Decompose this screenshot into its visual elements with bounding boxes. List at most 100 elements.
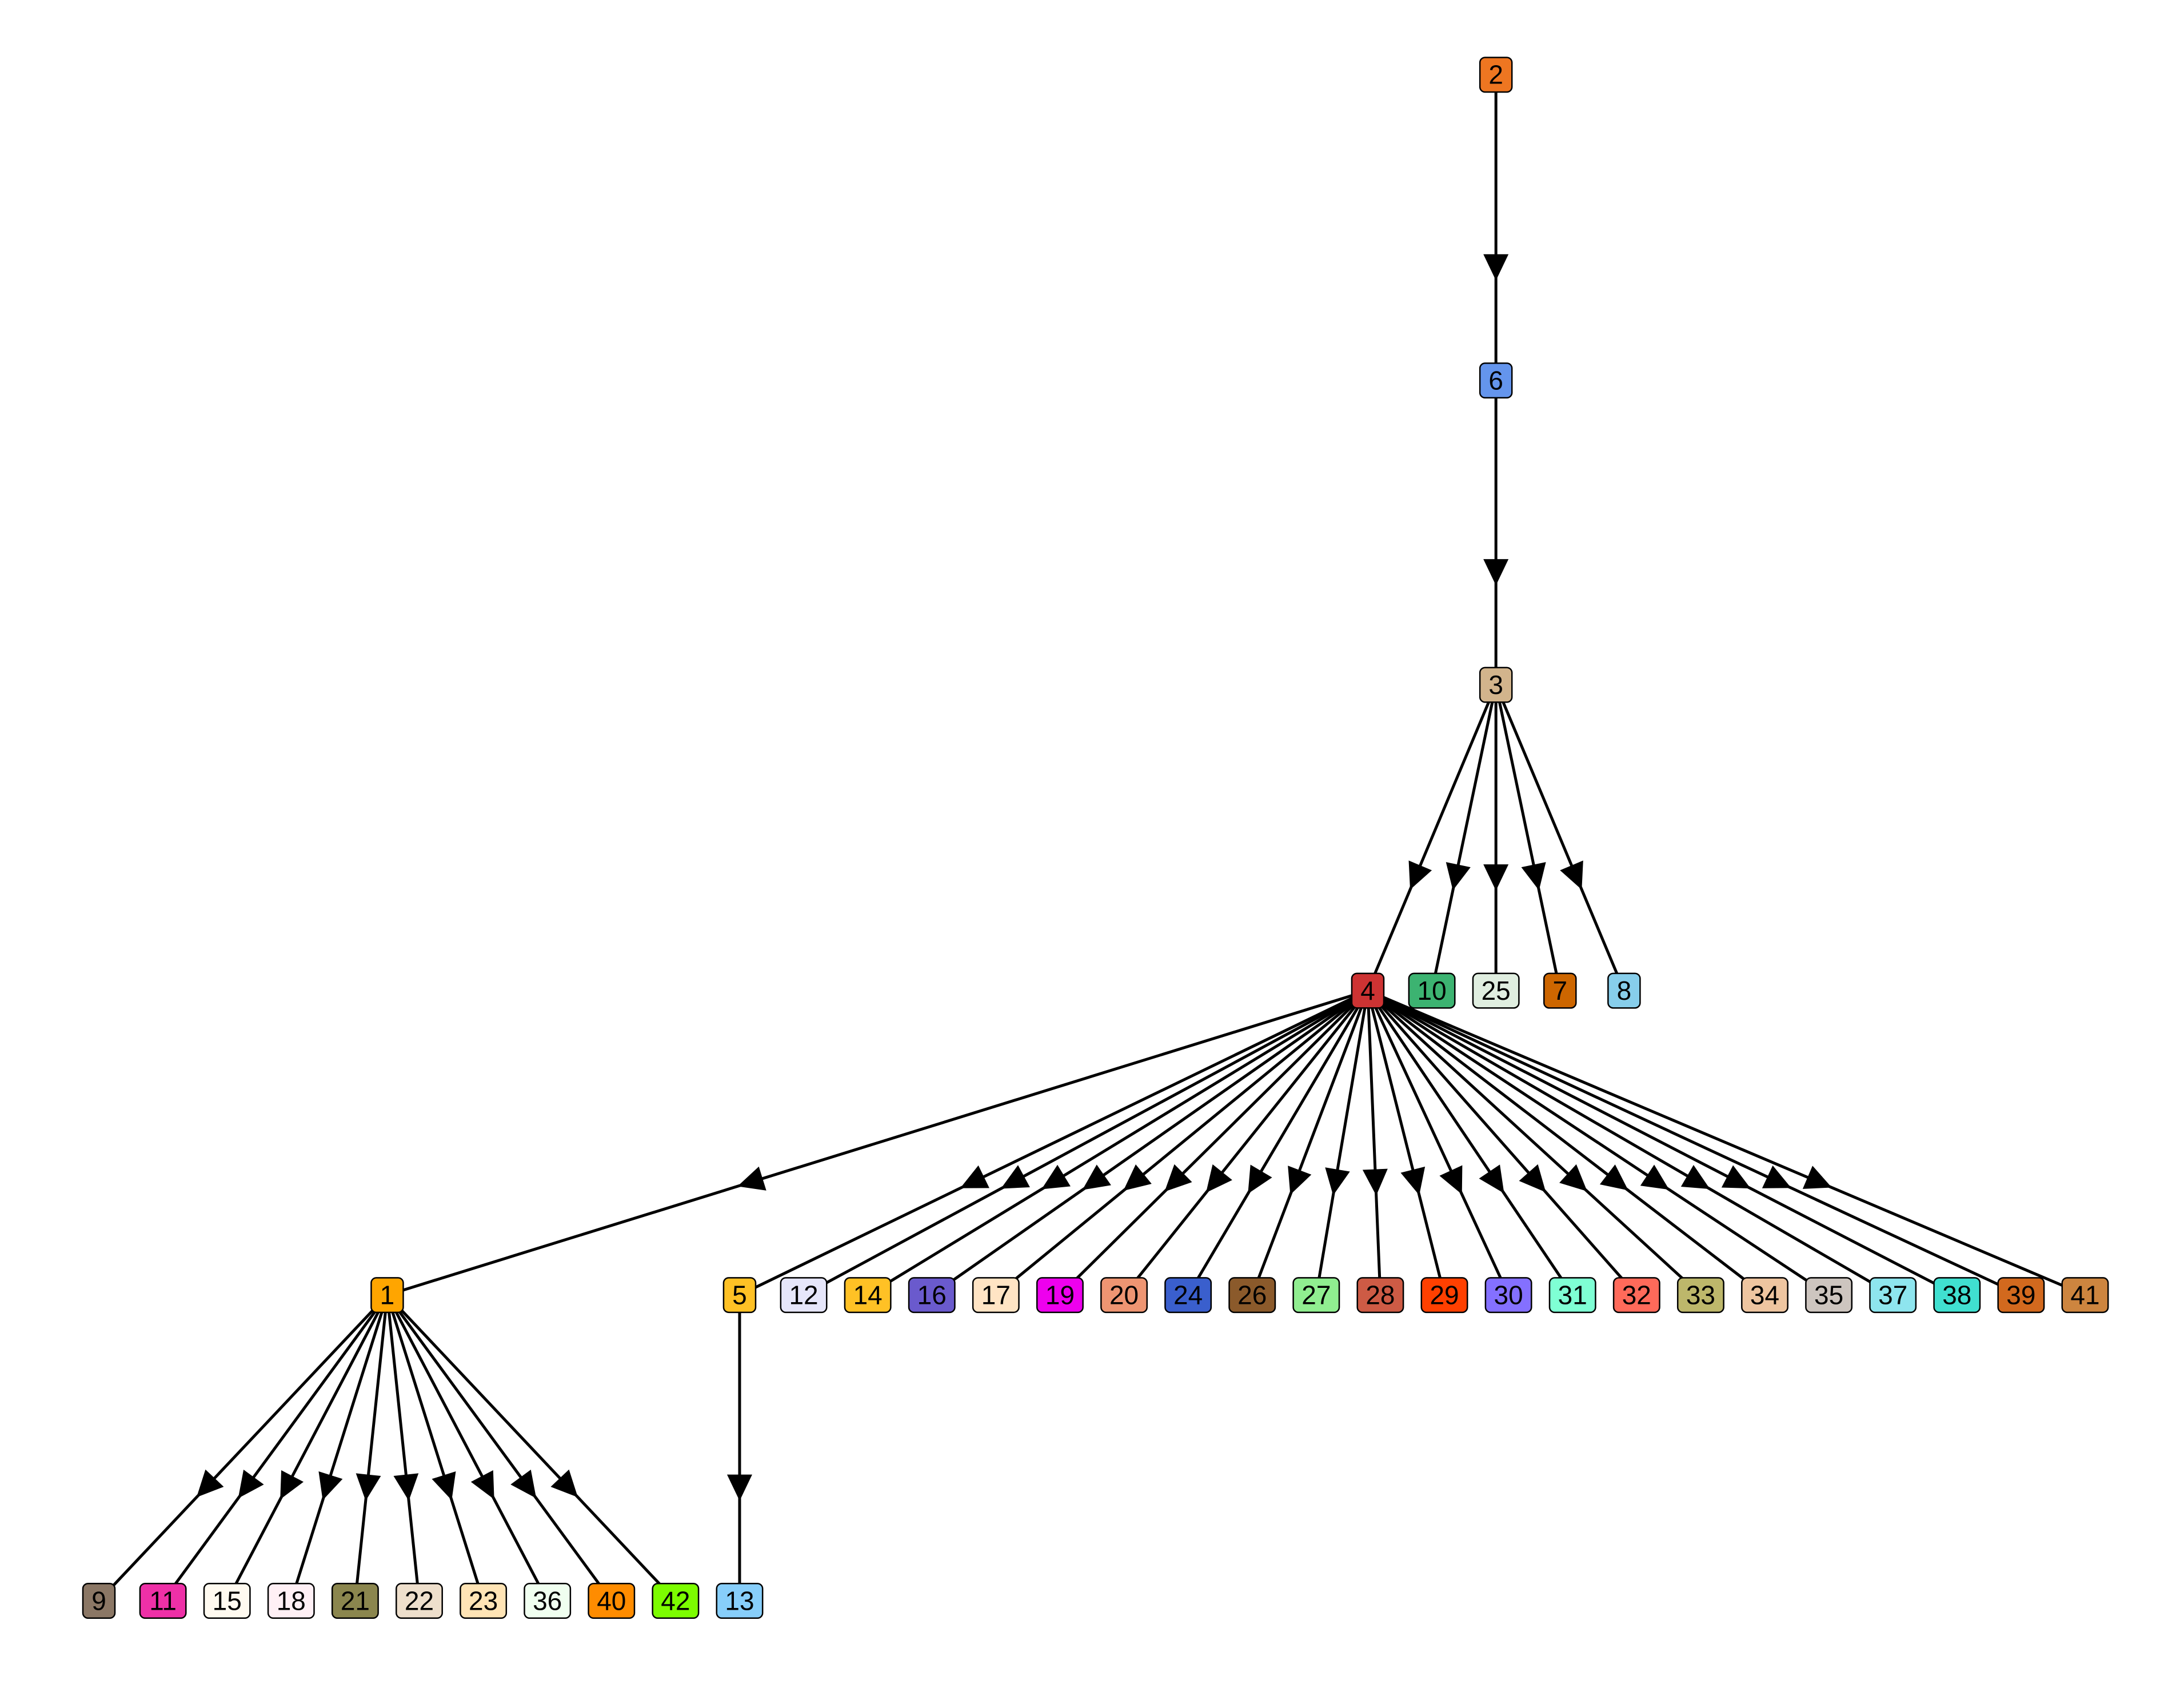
arrowhead-4-19: [1164, 1164, 1192, 1192]
node-label-8: 8: [1617, 976, 1632, 1005]
edge-4-14: [867, 989, 1369, 1296]
node-box-8: [1607, 972, 1641, 1009]
arrowhead-4-37: [1680, 1164, 1710, 1190]
arrowhead-3-7: [1521, 862, 1546, 891]
arrowhead-1-9: [196, 1469, 224, 1498]
edge-1-42: [386, 1294, 677, 1602]
node-label-22: 22: [405, 1586, 434, 1616]
node-label-19: 19: [1045, 1280, 1075, 1310]
edge-4-34: [1367, 989, 1766, 1296]
node-box-16: [908, 1277, 956, 1314]
node-29: 29: [1420, 1277, 1468, 1314]
node-box-29: [1420, 1277, 1468, 1314]
node-label-33: 33: [1686, 1280, 1715, 1310]
node-box-41: [2061, 1277, 2109, 1314]
edges-layer: [98, 74, 2086, 1602]
node-label-17: 17: [981, 1280, 1011, 1310]
node-42: 42: [652, 1583, 700, 1619]
arrowhead-4-35: [1640, 1164, 1670, 1190]
arrowhead-3-10: [1446, 862, 1471, 891]
node-label-37: 37: [1878, 1280, 1907, 1310]
arrowhead-4-17: [1123, 1164, 1152, 1191]
edge-1-22: [385, 1295, 421, 1601]
edge-4-30: [1366, 990, 1510, 1296]
arrowhead-4-12: [1000, 1165, 1030, 1189]
node-box-32: [1612, 1277, 1660, 1314]
node-box-2: [1479, 57, 1513, 93]
node-label-4: 4: [1360, 976, 1375, 1005]
arrowhead-1-36: [470, 1470, 494, 1499]
edge-4-31: [1366, 989, 1574, 1296]
node-label-15: 15: [213, 1586, 242, 1616]
node-label-40: 40: [597, 1586, 626, 1616]
node-box-19: [1036, 1277, 1084, 1314]
edge-1-23: [386, 1294, 485, 1602]
node-box-6: [1479, 362, 1513, 399]
node-27: 27: [1292, 1277, 1340, 1314]
edge-4-17: [995, 989, 1369, 1296]
edge-4-20: [1123, 989, 1369, 1296]
edge-4-38: [1367, 989, 1958, 1296]
node-8: 8: [1607, 972, 1641, 1009]
node-box-14: [844, 1277, 892, 1314]
arrowhead-1-18: [318, 1471, 343, 1501]
node-label-10: 10: [1418, 976, 1447, 1005]
arrowhead-3-8: [1560, 860, 1583, 890]
node-box-30: [1484, 1277, 1532, 1314]
node-32: 32: [1612, 1277, 1660, 1314]
edge-1-21: [353, 1295, 389, 1601]
node-34: 34: [1741, 1277, 1788, 1314]
node-label-3: 3: [1488, 670, 1503, 700]
edge-3-8: [1494, 684, 1626, 992]
arrowhead-4-34: [1599, 1164, 1628, 1191]
node-box-13: [716, 1583, 764, 1619]
node-box-7: [1543, 972, 1577, 1009]
node-15: 15: [203, 1583, 251, 1619]
node-label-35: 35: [1814, 1280, 1843, 1310]
edge-1-15: [225, 1294, 389, 1602]
node-label-20: 20: [1109, 1280, 1139, 1310]
node-33: 33: [1676, 1277, 1724, 1314]
arrowhead-5-13: [726, 1474, 752, 1501]
node-7: 7: [1543, 972, 1577, 1009]
node-2: 2: [1479, 57, 1513, 93]
edge-4-16: [931, 989, 1369, 1296]
arrowhead-4-16: [1082, 1164, 1111, 1190]
node-label-7: 7: [1552, 976, 1567, 1005]
node-18: 18: [267, 1583, 315, 1619]
edge-3-10: [1430, 684, 1498, 991]
edge-1-40: [386, 1294, 613, 1602]
node-28: 28: [1356, 1277, 1404, 1314]
node-box-31: [1548, 1277, 1596, 1314]
node-box-23: [460, 1583, 508, 1619]
node-label-27: 27: [1301, 1280, 1331, 1310]
arrowhead-6-3: [1483, 559, 1509, 586]
node-box-24: [1164, 1277, 1212, 1314]
node-box-3: [1479, 667, 1513, 703]
node-label-18: 18: [277, 1586, 306, 1616]
node-6: 6: [1479, 362, 1513, 399]
arrowhead-4-5: [960, 1165, 989, 1188]
edge-4-41: [1367, 989, 2086, 1296]
node-40: 40: [588, 1583, 636, 1619]
node-label-13: 13: [725, 1586, 754, 1616]
node-41: 41: [2061, 1277, 2109, 1314]
node-36: 36: [524, 1583, 572, 1619]
node-box-38: [1933, 1277, 1981, 1314]
edge-4-27: [1315, 990, 1370, 1295]
node-19: 19: [1036, 1277, 1084, 1314]
node-label-14: 14: [853, 1280, 883, 1310]
edge-4-29: [1366, 990, 1446, 1296]
arrowhead-1-40: [510, 1470, 537, 1499]
arrowhead-1-21: [356, 1473, 381, 1501]
node-box-28: [1356, 1277, 1404, 1314]
node-box-9: [82, 1583, 116, 1619]
node-label-12: 12: [789, 1280, 818, 1310]
node-box-26: [1228, 1277, 1276, 1314]
arrowhead-4-39: [1762, 1165, 1791, 1188]
node-17: 17: [972, 1277, 1020, 1314]
node-label-38: 38: [1942, 1280, 1971, 1310]
arrowhead-4-20: [1205, 1164, 1232, 1193]
node-box-5: [722, 1277, 757, 1314]
node-box-1: [370, 1277, 404, 1314]
